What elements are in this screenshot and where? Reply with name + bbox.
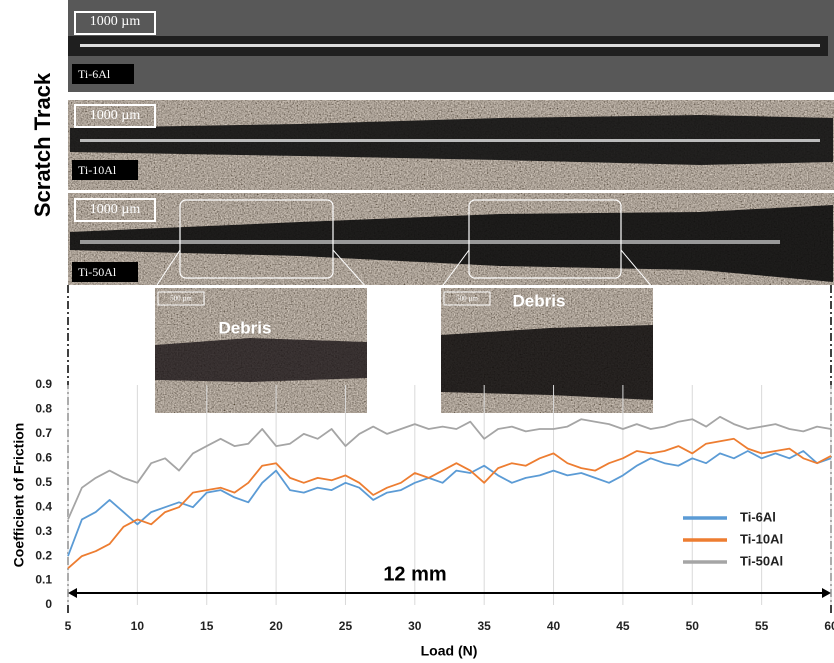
arrow-head <box>822 588 831 598</box>
y-tick-label: 0.1 <box>35 573 52 587</box>
series-line <box>67 437 832 569</box>
y-tick-label: 0.2 <box>35 548 52 562</box>
inset-label: Debris <box>219 318 272 337</box>
inset-box <box>468 199 622 279</box>
x-tick-label: 35 <box>478 619 492 633</box>
x-tick-label: 10 <box>131 619 145 633</box>
track-line <box>80 44 820 47</box>
track-line <box>80 139 820 142</box>
scale-label: 500 µm <box>456 295 478 303</box>
arrow-head <box>68 588 77 598</box>
track-line <box>80 240 780 244</box>
connector <box>440 249 470 289</box>
scale-box <box>74 11 156 35</box>
x-tick-label: 60 <box>824 619 834 633</box>
series-line <box>67 415 832 520</box>
sample-label: Ti-50Al <box>78 265 117 279</box>
inset-label: Debris <box>513 291 566 310</box>
connector <box>332 249 368 289</box>
connector <box>154 249 181 289</box>
scale-label: 1000 µm <box>90 14 141 29</box>
x-tick-label: 50 <box>686 619 700 633</box>
scale-box <box>74 104 156 128</box>
scale-box <box>74 198 156 222</box>
x-tick-label: 25 <box>339 619 353 633</box>
panel-labels: 1000 µm Ti-6Al 1000 µm Ti-10Al 1000 µm T… <box>72 11 156 282</box>
y-axis-title: Coefficient of Friction <box>11 423 27 568</box>
y-tick-label: 0.9 <box>35 377 52 391</box>
scale-label: 500 µm <box>170 295 192 303</box>
grid <box>67 385 832 605</box>
x-tick-label: 45 <box>616 619 630 633</box>
track <box>441 325 653 400</box>
x-tick-label: 55 <box>755 619 769 633</box>
scale-label: 1000 µm <box>90 202 141 217</box>
micrographs: Scratch Track 1000 µm Ti-6Al 1000 µm Ti-… <box>30 0 834 615</box>
legend-label: Ti-50Al <box>740 553 783 568</box>
sample-label: Ti-10Al <box>78 163 117 177</box>
series-line <box>67 450 832 557</box>
x-tick-label: 15 <box>200 619 214 633</box>
label-box <box>72 262 138 282</box>
x-tick-label: 20 <box>269 619 283 633</box>
label-box <box>72 64 134 84</box>
x-tick-label: 5 <box>65 619 72 633</box>
track <box>155 338 367 382</box>
chart: Coefficient of Friction Load (N) 5 10 15 20… <box>11 377 834 659</box>
x-tick-label: 30 <box>408 619 422 633</box>
scale-label: 1000 µm <box>90 108 141 123</box>
x-tick-label: 40 <box>547 619 561 633</box>
y-tick-label: 0.6 <box>35 451 52 465</box>
side-label: Scratch Track <box>30 72 55 217</box>
legend-label: Ti-10Al <box>740 531 783 546</box>
x-axis-title: Load (N) <box>421 643 478 659</box>
y-tick-label: 0.5 <box>35 475 52 489</box>
scale-box <box>157 291 205 306</box>
y-tick-label: 0.4 <box>35 499 52 513</box>
sample-label: Ti-6Al <box>78 67 111 81</box>
legend-label: Ti-6Al <box>740 509 776 524</box>
connector <box>620 249 654 289</box>
inset-box <box>179 199 334 279</box>
y-tick-label: 0 <box>45 597 52 611</box>
y-tick-label: 0.3 <box>35 524 52 538</box>
scale-box <box>443 291 491 306</box>
y-tick-label: 0.8 <box>35 402 52 416</box>
y-tick-label: 0.7 <box>35 426 52 440</box>
label-box <box>72 160 138 180</box>
annotation: 12 mm <box>383 563 446 585</box>
